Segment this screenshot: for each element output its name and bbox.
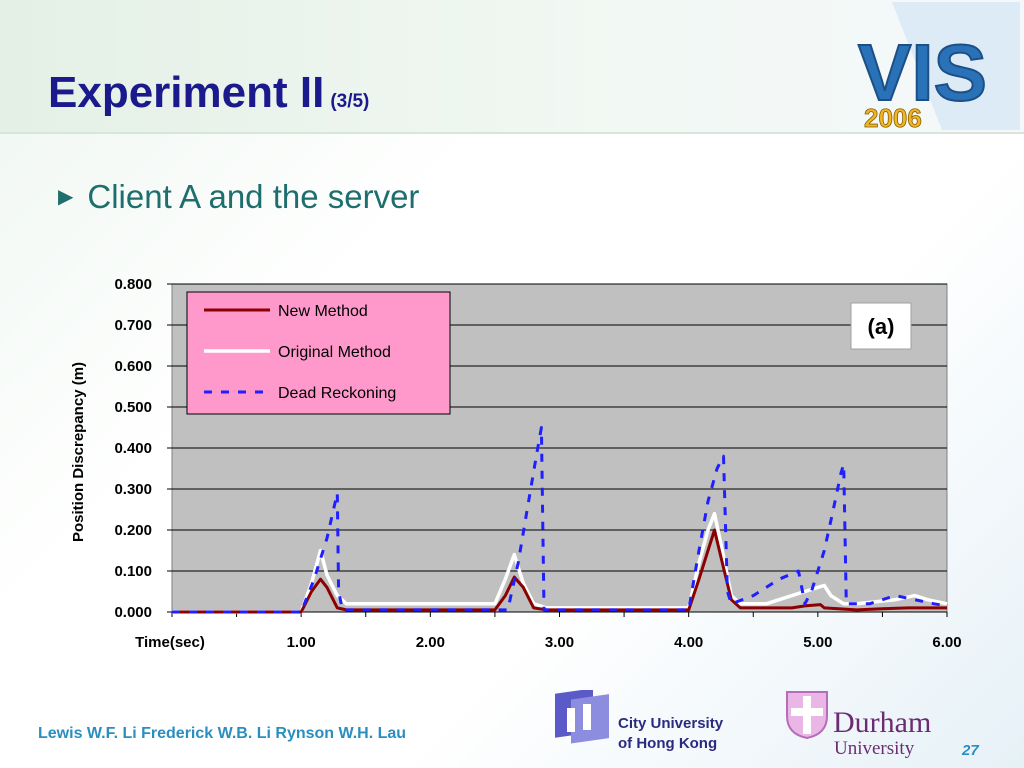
x-axis-label: Time(sec) bbox=[135, 634, 205, 651]
y-tick-label: 0.200 bbox=[114, 522, 152, 539]
series-new-method bbox=[172, 528, 947, 614]
y-tick-label: 0.400 bbox=[114, 440, 152, 457]
legend-box bbox=[186, 291, 451, 415]
x-tick-label: 2.00 bbox=[416, 634, 445, 651]
series-group bbox=[172, 426, 948, 614]
durham-name: Durham bbox=[833, 706, 932, 739]
legend-entry: Dead Reckoning bbox=[278, 385, 396, 402]
y-tick-label: 0.700 bbox=[114, 317, 152, 334]
series-dead-reckoning bbox=[172, 426, 948, 614]
cityu-line2: of Hong Kong bbox=[618, 735, 718, 752]
panel-label-background bbox=[850, 302, 912, 350]
cityu-line1: City University bbox=[618, 715, 724, 732]
x-tick-label: 5.00 bbox=[803, 634, 832, 651]
logo-vis-text: VIS bbox=[858, 28, 987, 117]
bullet-arrow-icon: ▶ bbox=[58, 186, 74, 208]
page-number: 27 bbox=[962, 742, 979, 759]
x-tick-label: 1.00 bbox=[287, 634, 316, 651]
y-tick-label: 0.100 bbox=[114, 563, 152, 580]
y-axis-ticks: 0.000 0.100 0.200 0.300 0.400 0.500 0.600 0.700… bbox=[114, 276, 172, 621]
header-band bbox=[0, 0, 1024, 132]
header-divider bbox=[0, 132, 1024, 134]
slide-title-suffix: (3/5) bbox=[330, 91, 370, 112]
y-axis-label: Position Discrepancy (m) bbox=[70, 362, 87, 542]
slide-title: Experiment II (3/5) bbox=[48, 68, 369, 118]
slide-title-text: Experiment II bbox=[48, 68, 325, 117]
legend: New Method Original Method Dead Reckoning bbox=[186, 291, 451, 415]
cityu-logo-icon bbox=[555, 690, 609, 744]
panel-label: (a) bbox=[868, 314, 895, 339]
logo-year-text: 2006 bbox=[864, 103, 922, 130]
durham-university-label: University bbox=[834, 738, 915, 759]
x-axis-ticks: 1.00 2.00 3.00 4.00 5.00 6.00 bbox=[171, 612, 962, 651]
x-tick-label: 6.00 bbox=[932, 634, 961, 651]
line-chart: 0.000 0.100 0.200 0.300 0.400 0.500 0.600 0.700… bbox=[70, 276, 962, 651]
vis2006-logo: VIS 2006 bbox=[857, 2, 1020, 130]
y-tick-label: 0.300 bbox=[114, 481, 152, 498]
bullet-text: Client A and the server bbox=[87, 178, 420, 215]
panel-label-box: (a) bbox=[850, 302, 912, 350]
y-tick-label: 0.500 bbox=[114, 399, 152, 416]
x-tick-label: 4.00 bbox=[674, 634, 703, 651]
y-tick-label: 0.000 bbox=[114, 604, 152, 621]
cityu-name: City University of Hong Kong bbox=[618, 714, 723, 754]
legend-entry: New Method bbox=[278, 303, 368, 320]
y-tick-label: 0.800 bbox=[114, 276, 152, 293]
x-tick-label: 3.00 bbox=[545, 634, 574, 651]
legend-entry: Original Method bbox=[278, 344, 391, 361]
durham-crest-icon bbox=[786, 691, 828, 740]
bullet-item: ▶ Client A and the server bbox=[58, 178, 419, 216]
y-tick-label: 0.600 bbox=[114, 358, 152, 375]
authors: Lewis W.F. Li Frederick W.B. Li Rynson W… bbox=[38, 725, 407, 742]
logo-backdrop bbox=[892, 2, 1020, 130]
